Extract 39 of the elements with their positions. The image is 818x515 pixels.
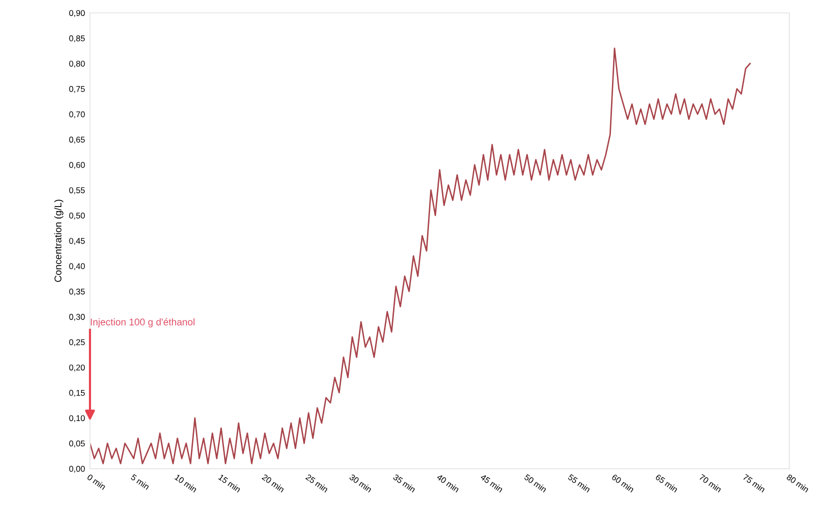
y-tick-label: 0,30 [69,314,85,321]
y-tick-label: 0,55 [69,187,85,194]
y-tick-label: 0,25 [69,339,85,346]
annotation: Injection 100 g d'éthanol [90,318,194,328]
x-tick-label: 20 min [262,474,285,493]
x-tick-label: 15 min [218,474,242,493]
y-tick-label: 0,65 [69,136,85,144]
y-tick-label: 0,90 [69,10,85,17]
y-tick-label: 0,05 [69,440,85,448]
y-tick-label: 0,60 [69,162,85,169]
y-tick-label: 0,20 [69,364,85,372]
x-tick-label: 75 min [742,474,766,493]
y-tick-label: 0,45 [69,238,85,245]
x-tick-label: 5 min [130,474,150,490]
x-tick-label: 40 min [436,474,460,493]
x-tick-label: 25 min [305,474,329,493]
x-tick-label: 50 min [524,474,548,493]
x-tick-label: 30 min [349,474,372,493]
x-tick-label: 60 min [611,474,635,493]
y-tick-label: 0,35 [69,288,85,296]
x-tick-label: 45 min [480,474,504,493]
y-tick-label: 0,15 [69,390,85,397]
x-tick-label: 10 min [174,474,198,493]
y-tick-label: 0,40 [69,263,85,270]
x-tick-label: 35 min [392,474,416,493]
y-tick-label: 0,00 [69,466,85,473]
x-tick-label: 70 min [698,474,722,493]
x-tick-label: 0 min [86,474,106,490]
y-tick-label: 0,75 [69,86,85,93]
y-axis-title: Concentration (g/L) [54,200,64,282]
y-tick-label: 0,50 [69,212,85,220]
y-tick-label: 0,80 [69,60,85,68]
line-series [90,48,751,464]
y-tick-label: 0,10 [69,415,85,422]
x-tick-label: 55 min [568,474,591,493]
y-tick-label: 0,70 [69,111,85,118]
y-tick-label: 0,85 [69,35,85,42]
x-tick-label: 80 min [786,474,810,493]
x-tick-label: 65 min [655,474,678,493]
